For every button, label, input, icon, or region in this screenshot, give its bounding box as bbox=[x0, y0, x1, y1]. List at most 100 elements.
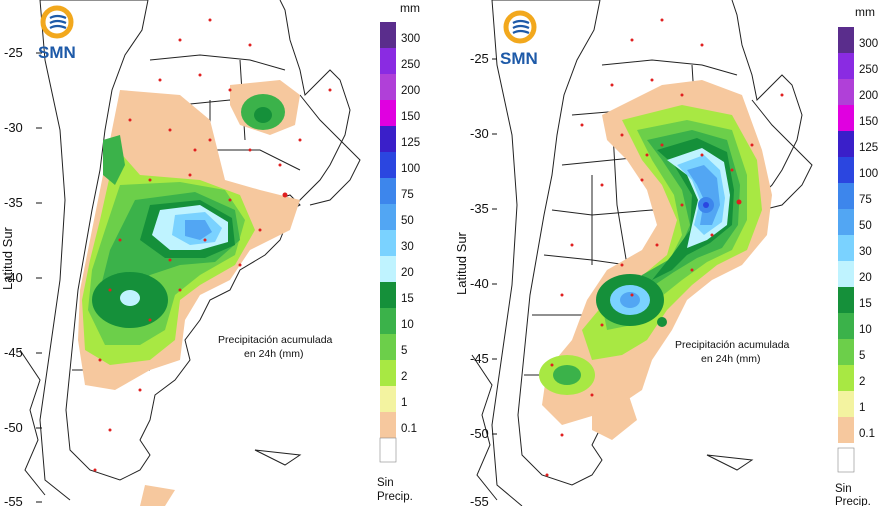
legend-swatch bbox=[380, 256, 396, 282]
legend-label: 150 bbox=[859, 116, 878, 128]
no-precip-label: Sin bbox=[835, 483, 852, 495]
lat-tick: -30 bbox=[4, 120, 23, 135]
legend-label: 75 bbox=[401, 189, 414, 201]
legend-swatch bbox=[838, 27, 854, 53]
legend-label: 20 bbox=[401, 267, 414, 279]
lat-tick: -35 bbox=[4, 195, 23, 210]
station-points bbox=[545, 18, 784, 477]
legend-swatch bbox=[838, 313, 854, 339]
map-annotation: en 24h (mm) bbox=[701, 353, 761, 365]
no-precip-label: Precip. bbox=[377, 491, 413, 503]
legend-swatch bbox=[380, 204, 396, 230]
legend-swatch bbox=[380, 22, 396, 48]
legend-label: 5 bbox=[401, 345, 407, 357]
legend-label: 150 bbox=[401, 111, 420, 123]
legend-swatch bbox=[380, 100, 396, 126]
legend-swatch bbox=[380, 308, 396, 334]
legend-swatch bbox=[838, 53, 854, 79]
no-precip-swatch bbox=[379, 437, 397, 463]
legend-swatch bbox=[838, 365, 854, 391]
precipitation-map-right: -25 -30 -35 -40 -45 -50 -55 Latitud Sur … bbox=[454, 0, 878, 506]
legend-swatch bbox=[380, 178, 396, 204]
lat-tick: -40 bbox=[470, 276, 489, 291]
lat-tick: -50 bbox=[470, 426, 489, 441]
legend-label: 15 bbox=[859, 298, 872, 310]
legend-swatch bbox=[380, 126, 396, 152]
lat-tick: -45 bbox=[470, 351, 489, 366]
legend-label: 0.1 bbox=[401, 423, 417, 435]
legend-label: 15 bbox=[401, 293, 414, 305]
legend-swatches: 300 250 200 150 125 100 75 50 30 20 15 10 5 2 1 0.1 bbox=[838, 27, 878, 443]
legend-swatch bbox=[380, 360, 396, 386]
lat-tick: -30 bbox=[470, 126, 489, 141]
legend-swatch bbox=[380, 412, 396, 438]
legend-swatch bbox=[838, 79, 854, 105]
legend-swatch bbox=[838, 131, 854, 157]
no-precip-swatch bbox=[837, 447, 855, 473]
lat-tick: -40 bbox=[4, 270, 23, 285]
legend-swatch bbox=[380, 74, 396, 100]
station-points bbox=[93, 18, 332, 472]
no-precip-label: Sin bbox=[377, 477, 394, 489]
y-axis-label: Latitud Sur bbox=[454, 231, 469, 295]
map-annotation: Precipitación acumulada bbox=[675, 339, 790, 351]
legend-swatch bbox=[838, 261, 854, 287]
legend-swatch bbox=[838, 157, 854, 183]
legend-swatch bbox=[838, 183, 854, 209]
legend-unit: mm bbox=[855, 5, 875, 19]
legend-unit: mm bbox=[400, 1, 420, 15]
legend-swatch bbox=[838, 287, 854, 313]
precipitation-fields bbox=[78, 80, 300, 506]
legend-label: 50 bbox=[859, 220, 872, 232]
map-annotation: en 24h (mm) bbox=[244, 348, 304, 360]
legend-label: 1 bbox=[859, 402, 865, 414]
legend-label: 10 bbox=[401, 319, 414, 331]
legend-swatch bbox=[380, 282, 396, 308]
legend-swatch bbox=[380, 386, 396, 412]
smn-logo: SMN bbox=[500, 10, 538, 68]
logo-text: SMN bbox=[500, 49, 538, 68]
precipitation-map-left: -25 -30 -35 -40 -45 -50 -55 Latitud Sur … bbox=[0, 0, 420, 506]
lat-tick: -25 bbox=[4, 45, 23, 60]
no-precip-label: Precip. bbox=[835, 496, 871, 506]
lat-tick: -55 bbox=[4, 494, 23, 506]
legend-label: 2 bbox=[859, 376, 865, 388]
legend-label: 250 bbox=[401, 59, 420, 71]
legend-swatch bbox=[838, 339, 854, 365]
legend-label: 300 bbox=[401, 33, 420, 45]
legend-label: 0.1 bbox=[859, 428, 875, 440]
legend-label: 200 bbox=[859, 90, 878, 102]
map-panel-left: -25 -30 -35 -40 -45 -50 -55 Latitud Sur … bbox=[0, 0, 438, 506]
legend-label: 1 bbox=[401, 397, 407, 409]
legend-swatch bbox=[380, 230, 396, 256]
legend-label: 5 bbox=[859, 350, 865, 362]
legend-swatch bbox=[380, 48, 396, 74]
legend-swatch bbox=[838, 105, 854, 131]
lat-tick: -45 bbox=[4, 345, 23, 360]
y-axis-label: Latitud Sur bbox=[0, 226, 15, 290]
color-legend: mm 3002502001501251007550302015105210.1 … bbox=[835, 5, 878, 506]
lat-tick: -55 bbox=[470, 494, 489, 506]
logo-text: SMN bbox=[38, 43, 76, 62]
legend-label: 10 bbox=[859, 324, 872, 336]
legend-label: 30 bbox=[859, 246, 872, 258]
legend-label: 125 bbox=[859, 142, 878, 154]
legend-swatch bbox=[838, 417, 854, 443]
legend-label: 250 bbox=[859, 64, 878, 76]
panel-divider bbox=[438, 0, 442, 506]
map-panel-right: -25 -30 -35 -40 -45 -50 -55 Latitud Sur … bbox=[442, 0, 880, 506]
legend-swatch bbox=[838, 235, 854, 261]
legend-label: 200 bbox=[401, 85, 420, 97]
legend-label: 75 bbox=[859, 194, 872, 206]
precipitation-fields bbox=[539, 80, 772, 440]
legend-label: 100 bbox=[859, 168, 878, 180]
map-annotation: Precipitación acumulada bbox=[218, 334, 333, 346]
legend-swatches: 300 250 200 150 125 100 75 50 30 20 15 10 5 2 1 0.1 bbox=[380, 22, 420, 438]
smn-logo: SMN bbox=[38, 5, 76, 62]
legend-label: 100 bbox=[401, 163, 420, 175]
legend-label: 2 bbox=[401, 371, 407, 383]
lat-tick: -50 bbox=[4, 420, 23, 435]
legend-swatch bbox=[380, 152, 396, 178]
legend-swatch bbox=[380, 334, 396, 360]
color-legend: mm 3002502001501251007550302015105210.1 … bbox=[377, 1, 420, 503]
